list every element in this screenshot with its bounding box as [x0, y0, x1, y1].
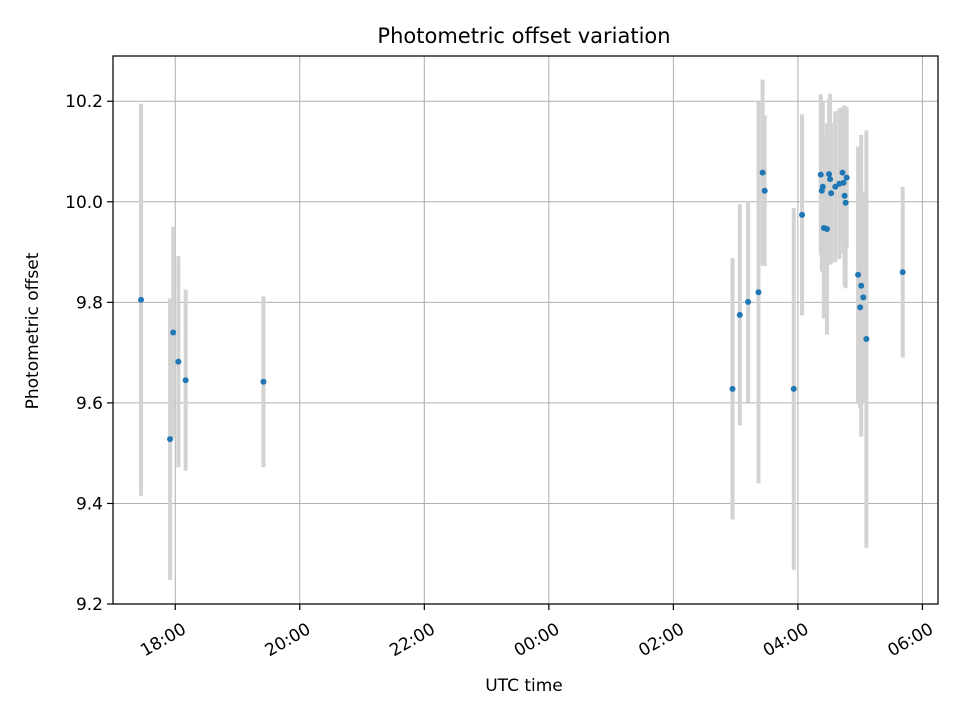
y-tick-label: 9.6 [76, 394, 103, 414]
data-point [826, 171, 833, 178]
y-tick-label: 10.2 [65, 92, 103, 112]
data-point [841, 192, 848, 199]
data-point [759, 169, 766, 176]
data-points [138, 169, 906, 443]
data-point [729, 385, 736, 392]
y-tick-label: 9.8 [76, 293, 103, 313]
grid [113, 56, 938, 605]
data-point [755, 289, 762, 296]
data-point [138, 296, 145, 303]
data-point [843, 174, 850, 181]
data-point [167, 436, 174, 443]
data-point [842, 199, 849, 206]
data-point [823, 225, 830, 232]
data-point [855, 271, 862, 278]
data-point [170, 329, 177, 336]
data-point [745, 298, 752, 305]
data-point [736, 311, 743, 318]
data-point [899, 269, 906, 276]
data-point [761, 187, 768, 194]
data-point [175, 358, 182, 365]
data-point [799, 211, 806, 218]
data-point [260, 378, 267, 385]
data-point [817, 171, 824, 178]
data-point [857, 304, 864, 311]
data-point [839, 169, 846, 176]
data-point [182, 377, 189, 384]
plot-frame [112, 55, 939, 605]
data-point [860, 294, 867, 301]
data-point [828, 190, 835, 197]
data-point [832, 183, 839, 190]
data-point [790, 385, 797, 392]
x-axis-label: UTC time [485, 676, 563, 696]
chart-title: Photometric offset variation [377, 24, 670, 48]
data-point [858, 282, 865, 289]
y-tick-label: 10.0 [65, 193, 103, 213]
data-point [827, 176, 834, 183]
y-axis-ticks: 9.2 9.4 9.6 9.8 10.0 10.2 [65, 92, 113, 615]
data-point [840, 179, 847, 186]
data-point [819, 183, 826, 190]
y-tick-label: 9.2 [76, 595, 103, 615]
y-tick-label: 9.4 [76, 494, 103, 514]
data-point [863, 336, 870, 343]
y-axis-label: Photometric offset [23, 252, 43, 409]
